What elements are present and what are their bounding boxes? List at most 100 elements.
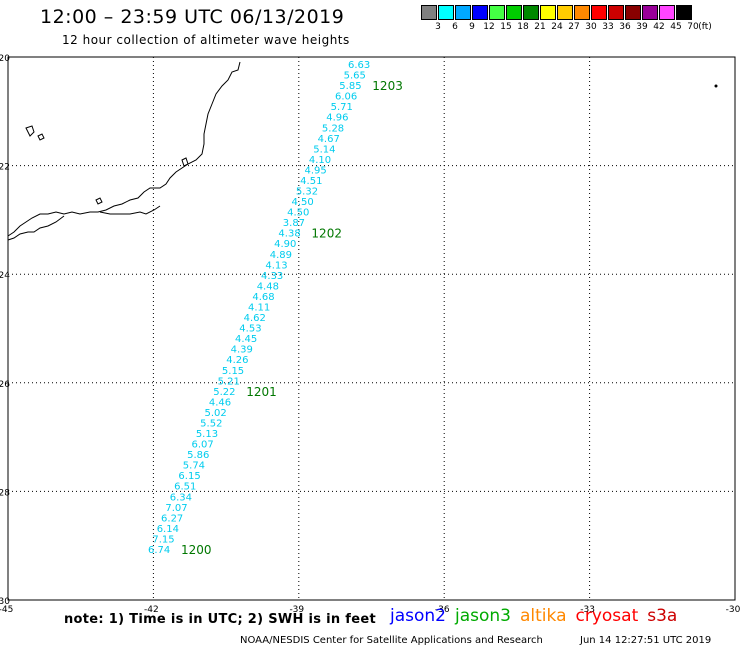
time-label: 1203 — [372, 79, 403, 93]
time-label: 1201 — [246, 385, 277, 399]
lon-tick-label: -33 — [580, 605, 595, 615]
track-value: 5.28 — [322, 123, 344, 134]
lat-tick-label: -30 — [0, 597, 10, 607]
track-value: 6.06 — [335, 92, 357, 103]
track-value: 4.90 — [274, 239, 296, 250]
coastline — [7, 61, 241, 241]
track-value: 5.02 — [205, 408, 227, 419]
legend-label: 18 — [517, 22, 529, 32]
legend-label: 21 — [534, 22, 546, 32]
track-value: 4.96 — [326, 113, 348, 124]
map-subtitle: 12 hour collection of altimeter wave hei… — [62, 33, 350, 47]
island-shape — [37, 133, 45, 141]
track-value: 4.67 — [318, 134, 340, 145]
track-value: 4.50 — [291, 197, 313, 208]
island-shape — [95, 197, 103, 205]
legend-swatch — [421, 5, 437, 20]
track-value: 5.22 — [213, 387, 235, 398]
lon-tick-label: -45 — [0, 605, 13, 615]
legend-label: 27 — [568, 22, 580, 32]
legend-swatch — [608, 5, 624, 20]
legend-swatch — [625, 5, 641, 20]
altimeter-track: 6.635.655.856.065.714.965.284.675.144.10… — [148, 60, 370, 556]
mission-name: jason2 — [390, 606, 446, 626]
track-value: 4.38 — [278, 229, 300, 240]
track-value: 5.65 — [344, 71, 366, 82]
legend-swatch — [557, 5, 573, 20]
generation-timestamp: Jun 14 12:27:51 UTC 2019 — [580, 635, 712, 646]
track-value: 6.34 — [170, 492, 192, 503]
legend-label: 30 — [585, 22, 597, 32]
legend-swatch — [455, 5, 471, 20]
mission-name: altika — [520, 606, 567, 626]
track-value: 3.87 — [283, 218, 305, 229]
color-legend: 3 6 9 12 15 18 21 24 27 30 33 36 39 42 45 70 (ft) — [421, 5, 712, 34]
track-value: 4.50 — [287, 208, 309, 219]
track-value: 6.27 — [161, 513, 183, 524]
time-label: 1200 — [181, 543, 212, 557]
coastline-path — [7, 215, 65, 241]
lon-tick-label: -39 — [289, 605, 304, 615]
coastline-path — [99, 205, 161, 215]
track-value: 5.13 — [196, 429, 218, 440]
legend-label: 9 — [469, 22, 475, 32]
track-value: 6.63 — [348, 60, 370, 71]
track-value: 5.15 — [222, 366, 244, 377]
credit-line: NOAA/NESDIS Center for Satellite Applica… — [240, 635, 543, 646]
track-value: 4.95 — [305, 165, 327, 176]
track-value: 4.33 — [261, 271, 283, 282]
legend-label: 36 — [619, 22, 631, 32]
track-value: 6.51 — [174, 482, 196, 493]
legend-label: 3 — [435, 22, 441, 32]
track-value: 4.39 — [231, 345, 253, 356]
grid-lines — [7, 56, 736, 601]
track-value: 7.15 — [152, 534, 174, 545]
legend-swatch — [591, 5, 607, 20]
legend-label: 42 — [653, 22, 665, 32]
track-value: 4.45 — [235, 334, 257, 345]
mission-name: jason3 — [455, 606, 511, 626]
lat-tick-label: -22 — [0, 163, 10, 173]
track-value: 4.62 — [244, 313, 266, 324]
lat-tick-label: -20 — [0, 54, 10, 64]
legend-label: 12 — [483, 22, 495, 32]
legend-swatch — [506, 5, 522, 20]
track-value: 4.68 — [252, 292, 274, 303]
legend-swatch — [574, 5, 590, 20]
legend-label: 70 — [687, 22, 699, 32]
legend-swatch — [523, 5, 539, 20]
track-value: 5.14 — [313, 144, 335, 155]
legend-swatch — [659, 5, 675, 20]
map-frame — [7, 56, 736, 601]
track-value: 5.85 — [339, 81, 361, 92]
legend-swatch — [489, 5, 505, 20]
lon-tick-label: -30 — [726, 605, 740, 615]
lat-tick-label: -24 — [0, 271, 10, 281]
track-value: 4.89 — [270, 250, 292, 261]
legend-swatches — [421, 5, 693, 20]
legend-swatch — [540, 5, 556, 20]
track-value: 4.48 — [257, 281, 279, 292]
track-value: 6.14 — [157, 524, 179, 535]
track-value: 5.32 — [296, 187, 318, 198]
island-shape — [181, 157, 189, 167]
track-value: 5.71 — [331, 102, 353, 113]
axis-ticks: -45 -42 -39 -36 -33 -30 -20 -22 -24 -26 -28 -30 — [0, 54, 740, 615]
track-value: 6.74 — [148, 545, 170, 556]
legend-swatch — [438, 5, 454, 20]
track-value: 5.74 — [183, 461, 205, 472]
legend-swatch — [642, 5, 658, 20]
track-value: 4.51 — [300, 176, 322, 187]
lat-tick-label: -28 — [0, 488, 10, 498]
legend-label: 33 — [602, 22, 614, 32]
track-value: 4.11 — [248, 303, 270, 314]
track-value: 4.26 — [226, 355, 248, 366]
mission-name: cryosat — [575, 606, 639, 626]
mission-legend: jason2 jason3 altika cryosat s3a — [390, 606, 686, 626]
map-title: 12:00 – 23:59 UTC 06/13/2019 — [40, 6, 345, 28]
track-value: 4.46 — [209, 397, 231, 408]
legend-label: 39 — [636, 22, 648, 32]
mission-name: s3a — [647, 606, 678, 626]
time-label: 1202 — [311, 227, 342, 241]
